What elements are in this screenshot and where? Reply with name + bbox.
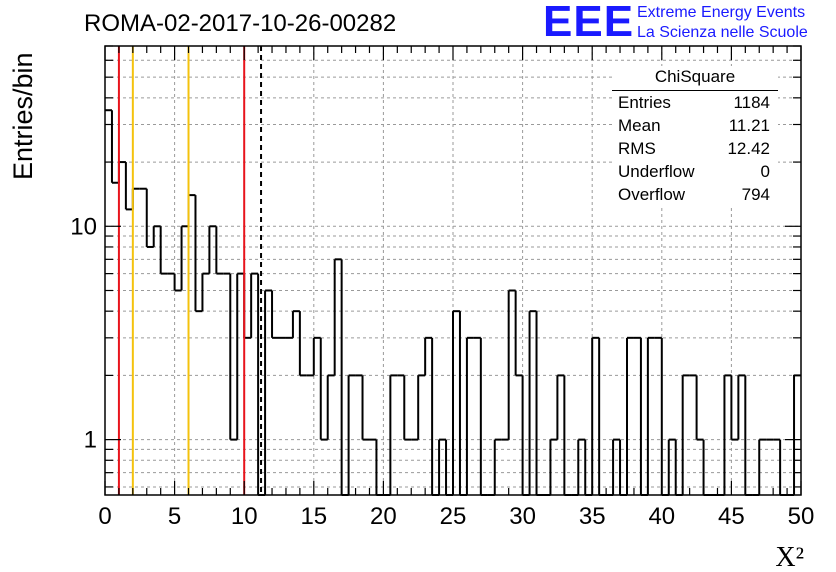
logo-line-2: La Scienza nelle Scuole [637, 24, 808, 41]
y-tick-label: 10 [70, 213, 97, 240]
x-tick-label: 45 [718, 503, 745, 530]
x-tick-label: 20 [370, 503, 397, 530]
stat-label: Overflow [618, 185, 686, 204]
x-tick-label: 15 [300, 503, 327, 530]
stats-row-overflow: Overflow 794 [612, 183, 778, 206]
x-tick-label: 30 [509, 503, 536, 530]
stat-label: Underflow [618, 162, 695, 181]
stat-value: 0 [760, 162, 770, 181]
x-tick-label: 40 [648, 503, 675, 530]
x-tick-label: 10 [231, 503, 258, 530]
stats-row-rms: RMS 12.42 [612, 137, 778, 160]
axis-ticks [104, 45, 802, 495]
stats-row-mean: Mean 11.21 [612, 114, 778, 137]
x-tick-label: 35 [579, 503, 606, 530]
x-tick-label: 5 [168, 503, 181, 530]
stat-value: 12.42 [727, 139, 770, 158]
y-axis-label: Entries/bin [8, 52, 38, 180]
eee-logo-mark: EEE [543, 0, 635, 46]
stat-value: 11.21 [728, 116, 770, 135]
stats-title: ChiSquare [612, 66, 778, 91]
stats-row-underflow: Underflow 0 [612, 160, 778, 183]
stat-value: 1184 [733, 93, 770, 112]
stats-box: ChiSquare Entries 1184 Mean 11.21 RMS 12… [612, 66, 778, 206]
x-tick-label: 0 [98, 503, 111, 530]
x-axis-label: X² [775, 542, 804, 572]
stat-label: Entries [618, 93, 671, 112]
reference-lines [117, 46, 263, 495]
x-tick-label: 25 [440, 503, 467, 530]
chart-title: ROMA-02-2017-10-26-00282 [84, 10, 397, 37]
histogram-series [105, 109, 801, 496]
logo-line-1: Extreme Energy Events [637, 4, 806, 21]
stat-value: 794 [741, 185, 770, 204]
y-tick-label: 1 [84, 427, 97, 454]
stats-row-entries: Entries 1184 [612, 91, 778, 114]
stat-label: RMS [618, 139, 656, 158]
x-tick-label: 50 [788, 503, 815, 530]
stat-label: Mean [618, 116, 661, 135]
tick-labels: 0 5 10 15 20 25 30 35 40 45 50 1 10 [70, 213, 814, 530]
